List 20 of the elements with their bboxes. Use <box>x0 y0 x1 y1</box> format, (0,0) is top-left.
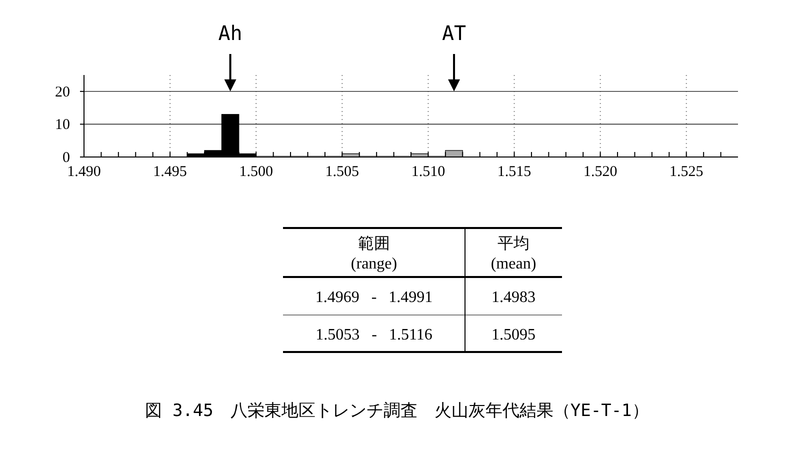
text: 図 3.45 八栄東地区トレンチ調査 火山灰年代結果（YE-T-1） <box>145 401 649 421</box>
x-tick-label: 1.505 <box>325 164 360 180</box>
y-tick-label: 0 <box>62 150 70 166</box>
x-tick-label: 1.500 <box>239 164 273 180</box>
text: 範囲 (range) <box>350 236 398 272</box>
x-tick-label: 1.510 <box>411 164 446 180</box>
x-tick-label: 1.520 <box>583 164 618 180</box>
text: 1.4983 <box>492 289 536 306</box>
x-tick-label: 1.525 <box>669 164 704 180</box>
x-tick-label: 1.490 <box>67 164 101 180</box>
y-tick-label: 20 <box>55 84 70 100</box>
text: 平均 (mean) <box>490 236 536 272</box>
text: 1.5053 - 1.5116 <box>316 326 432 344</box>
x-tick-label: 1.515 <box>497 164 532 180</box>
y-tick-label: 10 <box>55 117 70 134</box>
x-tick-label: 1.495 <box>153 164 187 180</box>
text: AT <box>442 21 466 45</box>
text: 1.4969 - 1.4991 <box>315 289 433 306</box>
text: 1.5095 <box>492 326 536 344</box>
text: Ah <box>218 21 242 45</box>
